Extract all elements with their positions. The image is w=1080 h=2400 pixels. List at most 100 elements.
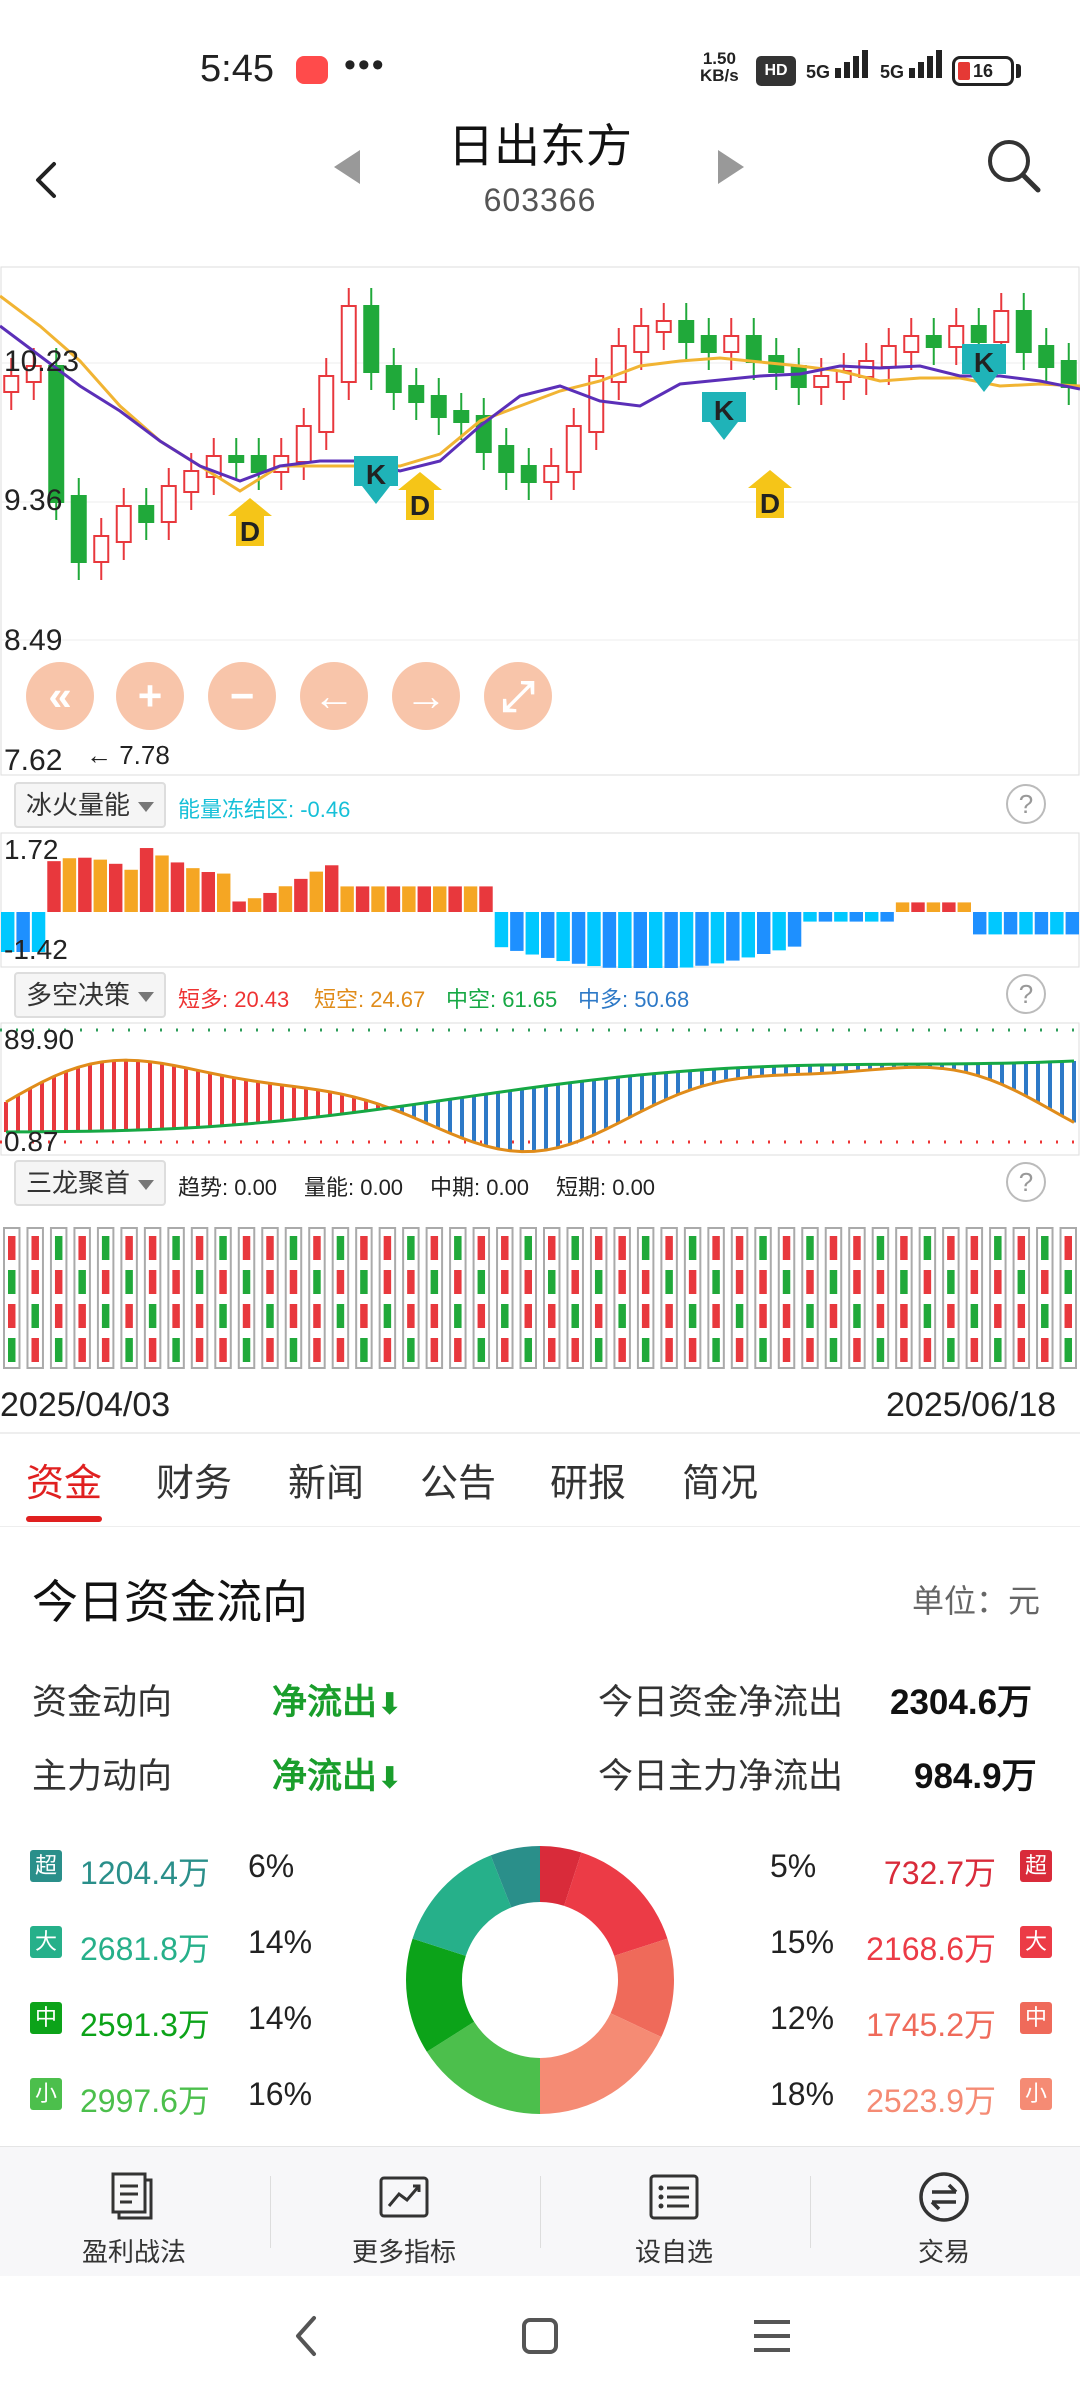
signal-cell (336, 1236, 345, 1260)
signal-column (378, 1227, 397, 1369)
signal-cell (101, 1304, 110, 1328)
signal-cell (806, 1270, 814, 1294)
signal-cell (735, 1338, 744, 1362)
signal-cell (172, 1304, 180, 1328)
signal-cell (618, 1270, 626, 1294)
signal-cell (641, 1236, 650, 1260)
scroll-right-button[interactable]: → (392, 662, 460, 730)
signal-cell (54, 1270, 63, 1294)
signal-cell (148, 1236, 157, 1260)
energy-bar (926, 902, 941, 912)
indicator2-chart (0, 1022, 1080, 1156)
signal-cell (1064, 1236, 1072, 1260)
profit-strategy-button[interactable]: 盈利战法 (34, 2170, 234, 2269)
zoom-in-button[interactable]: + (116, 662, 184, 730)
signal-cell (360, 1304, 368, 1328)
battery-level: 16 (972, 61, 994, 81)
energy-bar (541, 912, 555, 958)
trade-button[interactable]: 交易 (844, 2170, 1044, 2269)
fullscreen-button[interactable]: ⤢ (484, 662, 552, 730)
indicator3-help-icon[interactable]: ? (1006, 1162, 1046, 1202)
signal-cell (994, 1236, 1002, 1260)
signal-cell (994, 1338, 1002, 1362)
hd-badge: HD (756, 56, 796, 86)
signal-cell (383, 1236, 392, 1260)
energy-bar (1065, 912, 1079, 935)
previous-stock-button[interactable] (334, 150, 360, 184)
indicator2-name: 多空决策 (26, 980, 131, 1010)
indicator1-help-icon[interactable]: ? (1006, 784, 1046, 824)
signal-cell (407, 1304, 415, 1328)
energy-bar (479, 886, 493, 912)
signal-cell (735, 1270, 744, 1294)
signal-cell (454, 1304, 462, 1328)
candle-body (138, 505, 155, 523)
signal-cell (853, 1270, 861, 1294)
signal-cell (594, 1338, 603, 1362)
signal-cell (1017, 1338, 1026, 1362)
signal-column (636, 1227, 655, 1369)
trend-value: 趋势: 0.00 (178, 1175, 278, 1200)
tab-research[interactable]: 研报 (550, 1463, 627, 1505)
rewind-button[interactable]: « (26, 662, 94, 730)
candle-body (340, 305, 357, 383)
tab-funds[interactable]: 资金 (26, 1463, 103, 1505)
tab-overview[interactable]: 简况 (682, 1463, 759, 1505)
indicator2-dropdown[interactable]: 多空决策 (14, 972, 167, 1018)
net-out-value: 2304.6万 (890, 1683, 1033, 1722)
next-stock-button[interactable] (718, 150, 744, 184)
signal-cell (125, 1270, 133, 1294)
zoom-out-button[interactable]: − (208, 662, 276, 730)
energy-bar (355, 886, 370, 912)
signal-cell (31, 1338, 39, 1362)
signal-cell (548, 1338, 556, 1362)
signal-cell (970, 1270, 979, 1294)
inflow-pct: 12% (770, 2000, 835, 2036)
signal-cell (31, 1270, 39, 1294)
candle-body (700, 335, 717, 353)
signal-cell (618, 1236, 626, 1260)
signal-cell (876, 1236, 885, 1260)
add-watchlist-button[interactable]: 设自选 (574, 2170, 774, 2269)
tab-finance[interactable]: 财务 (156, 1463, 233, 1505)
down-arrow-icon: ⬇ (377, 1688, 403, 1721)
indicator1-dropdown[interactable]: 冰火量能 (14, 782, 167, 828)
energy-bar (340, 886, 354, 912)
funds-donut-chart (406, 1846, 674, 2114)
tab-announcements[interactable]: 公告 (420, 1463, 497, 1505)
signal-cell (289, 1270, 298, 1294)
signal-cell (876, 1304, 885, 1328)
nav-home-icon[interactable] (520, 2316, 560, 2356)
more-indicators-button[interactable]: 更多指标 (304, 2170, 504, 2269)
signal-cell (195, 1338, 204, 1362)
signal-cell (782, 1304, 791, 1328)
indicator2-help-icon[interactable]: ? (1006, 974, 1046, 1014)
tab-news[interactable]: 新闻 (288, 1463, 365, 1505)
energy-bar (247, 898, 262, 912)
signal-cell (477, 1304, 486, 1328)
candle-body (1038, 345, 1055, 368)
nav-back-icon[interactable] (290, 2312, 324, 2360)
signal-cell (829, 1304, 838, 1328)
outflow-pct: 6% (248, 1848, 295, 1884)
add-watchlist-label: 设自选 (634, 2237, 713, 2267)
candle-body (993, 310, 1010, 343)
energy-bar (988, 912, 1002, 935)
indicator3-dropdown[interactable]: 三龙聚首 (14, 1160, 167, 1206)
main-text: 净流出 (272, 1757, 378, 1796)
signal-marker-d3: D (748, 470, 792, 523)
back-arrow-icon[interactable] (28, 160, 68, 200)
energy-bar (124, 869, 138, 912)
signal-cell (407, 1270, 415, 1294)
search-icon[interactable] (984, 136, 1044, 196)
scroll-left-button[interactable]: ← (300, 662, 368, 730)
outflow-amount: 1204.4万 (80, 1855, 210, 1891)
signal-column (777, 1227, 796, 1369)
indicator1-header: 冰火量能 能量冻结区: -0.46 ? (0, 778, 1080, 832)
signal-cell (101, 1236, 110, 1260)
candle-body (655, 320, 672, 333)
signal-cell (125, 1236, 133, 1260)
signal1-label: 5G (806, 62, 831, 82)
nav-menu-icon[interactable] (752, 2316, 792, 2356)
signal-cell (923, 1270, 932, 1294)
